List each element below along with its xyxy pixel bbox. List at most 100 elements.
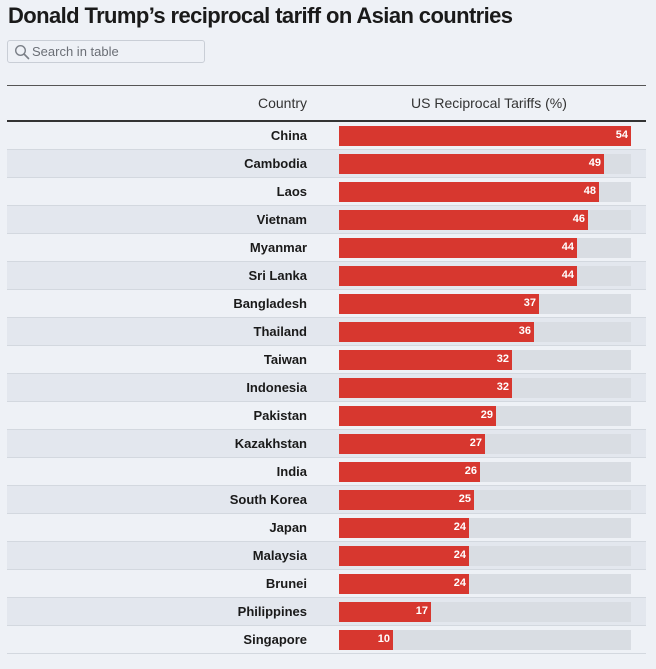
bar-value-label: 54: [615, 129, 628, 141]
bar-value-label: 32: [496, 381, 509, 393]
tariff-bar: 44: [339, 266, 577, 286]
page-title: Donald Trump’s reciprocal tariff on Asia…: [8, 3, 513, 28]
table-top-rule: [7, 85, 646, 86]
tariff-bar: 32: [339, 378, 512, 398]
country-label: Sri Lanka: [248, 268, 307, 283]
table-row: Japan 24: [7, 514, 646, 542]
country-label: China: [270, 128, 307, 143]
table-row: India 26: [7, 458, 646, 486]
bar-track: 25: [339, 490, 631, 510]
country-label: Taiwan: [263, 352, 307, 367]
country-label: Thailand: [253, 324, 307, 339]
bar-value-label: 46: [572, 213, 585, 225]
bar-track: 44: [339, 266, 631, 286]
tariff-bar: 48: [339, 182, 599, 202]
column-header-tariff[interactable]: US Reciprocal Tariffs (%): [411, 95, 567, 111]
bar-track: 49: [339, 154, 631, 174]
bar-track: 17: [339, 602, 631, 622]
bar-track: 48: [339, 182, 631, 202]
country-label: Brunei: [265, 576, 307, 591]
country-label: Japan: [269, 520, 307, 535]
bar-track: 27: [339, 434, 631, 454]
table-row: Myanmar 44: [7, 234, 646, 262]
bar-value-label: 24: [453, 549, 466, 561]
table-row: Singapore 10: [7, 626, 646, 654]
bar-track: 24: [339, 518, 631, 538]
bar-value-label: 24: [453, 521, 466, 533]
bar-track: 24: [339, 574, 631, 594]
table-row: Malaysia 24: [7, 542, 646, 570]
tariff-bar: 25: [339, 490, 474, 510]
bar-value-label: 17: [415, 605, 428, 617]
tariff-bar: 46: [339, 210, 588, 230]
bar-value-label: 44: [561, 241, 574, 253]
country-label: Bangladesh: [233, 296, 307, 311]
table-row: Sri Lanka 44: [7, 262, 646, 290]
bar-value-label: 29: [480, 409, 493, 421]
tariff-bar: 29: [339, 406, 496, 426]
table-row: Bangladesh 37: [7, 290, 646, 318]
bar-value-label: 32: [496, 353, 509, 365]
table-row: Philippines 17: [7, 598, 646, 626]
tariff-bar: 32: [339, 350, 512, 370]
bar-track: 54: [339, 126, 631, 146]
column-header-country[interactable]: Country: [257, 95, 307, 111]
table-row: Vietnam 46: [7, 206, 646, 234]
bar-track: 32: [339, 350, 631, 370]
bar-value-label: 26: [464, 465, 477, 477]
table-row: Cambodia 49: [7, 150, 646, 178]
country-label: Laos: [276, 184, 307, 199]
country-label: India: [276, 464, 307, 479]
bar-track: 24: [339, 546, 631, 566]
table-row: Taiwan 32: [7, 346, 646, 374]
tariff-bar: 24: [339, 546, 469, 566]
search-input[interactable]: [32, 42, 200, 61]
bar-track: 37: [339, 294, 631, 314]
country-label: Philippines: [237, 604, 307, 619]
bar-track: 10: [339, 630, 631, 650]
table-body: China 54 Cambodia 49 Laos 48 Vietnam 46 Myanmar 4…: [7, 122, 646, 654]
bar-value-label: 36: [518, 325, 531, 337]
bar-value-label: 49: [588, 157, 601, 169]
bar-track: 32: [339, 378, 631, 398]
bar-track: 44: [339, 238, 631, 258]
table-row: South Korea 25: [7, 486, 646, 514]
tariff-bar: 54: [339, 126, 631, 146]
country-label: Pakistan: [253, 408, 307, 423]
tariff-bar: 44: [339, 238, 577, 258]
table-row: Pakistan 29: [7, 402, 646, 430]
bar-track: 46: [339, 210, 631, 230]
bar-value-label: 10: [377, 633, 390, 645]
search-icon: [14, 44, 30, 60]
country-label: Malaysia: [252, 548, 307, 563]
tariff-bar: 49: [339, 154, 604, 174]
bar-value-label: 44: [561, 269, 574, 281]
country-label: Kazakhstan: [234, 436, 307, 451]
country-label: Singapore: [243, 632, 307, 647]
bar-track: 26: [339, 462, 631, 482]
tariff-bar: 10: [339, 630, 393, 650]
country-label: Cambodia: [244, 156, 307, 171]
country-label: Vietnam: [256, 212, 307, 227]
table-row: Indonesia 32: [7, 374, 646, 402]
table-row: Laos 48: [7, 178, 646, 206]
header-rule: [7, 120, 646, 122]
bar-value-label: 24: [453, 577, 466, 589]
table-row: Brunei 24: [7, 570, 646, 598]
tariff-bar: 24: [339, 574, 469, 594]
country-label: Indonesia: [246, 380, 307, 395]
table-row: Thailand 36: [7, 318, 646, 346]
bar-value-label: 27: [469, 437, 482, 449]
bar-value-label: 25: [458, 493, 471, 505]
bar-track: 29: [339, 406, 631, 426]
bar-value-label: 37: [523, 297, 536, 309]
table-row: Kazakhstan 27: [7, 430, 646, 458]
search-box[interactable]: [7, 40, 205, 63]
tariff-bar: 37: [339, 294, 539, 314]
tariff-bar: 26: [339, 462, 480, 482]
country-label: South Korea: [229, 492, 307, 507]
bar-value-label: 48: [583, 185, 596, 197]
tariff-bar: 27: [339, 434, 485, 454]
tariff-bar: 17: [339, 602, 431, 622]
tariff-bar: 24: [339, 518, 469, 538]
